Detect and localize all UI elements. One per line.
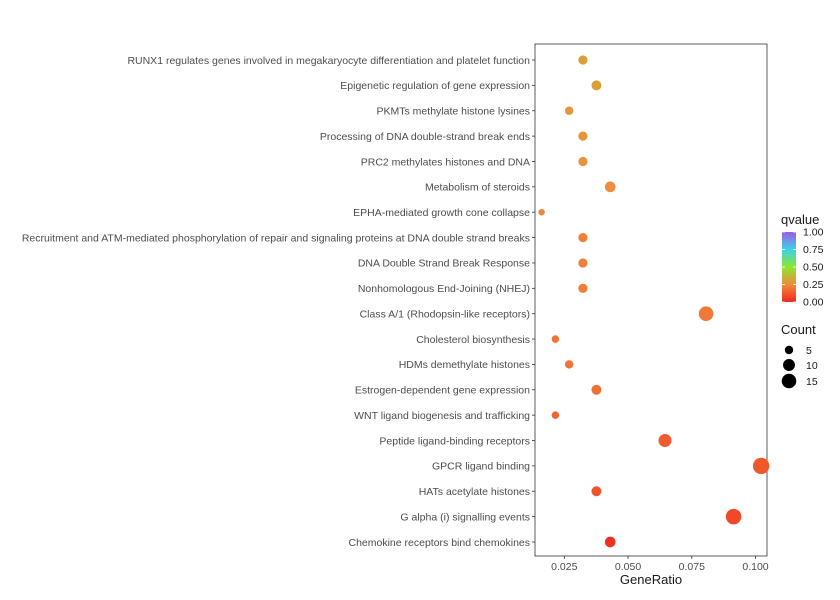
data-point	[578, 258, 588, 268]
qvalue-tick-label: 0.75	[803, 244, 824, 256]
qvalue-colorbar	[782, 232, 796, 302]
y-tick-label: Class A/1 (Rhodopsin-like receptors)	[360, 308, 530, 320]
data-point	[578, 156, 588, 167]
y-tick-label: G alpha (i) signalling events	[400, 511, 530, 523]
data-point	[591, 80, 602, 91]
x-tick-label: 0.025	[551, 561, 577, 573]
data-point	[564, 106, 574, 115]
y-tick-label: GPCR ligand binding	[432, 461, 530, 473]
data-point	[591, 486, 602, 497]
count-legend-label: 15	[806, 376, 818, 388]
data-point	[725, 508, 742, 525]
y-tick-label: DNA Double Strand Break Response	[358, 258, 530, 270]
qvalue-legend-title: qvalue	[781, 212, 819, 227]
count-legend-key	[783, 359, 795, 371]
count-legend-title: Count	[781, 322, 816, 337]
y-tick-label: Recruitment and ATM-mediated phosphoryla…	[22, 232, 530, 244]
data-point	[658, 434, 672, 448]
count-legend-key	[781, 373, 797, 389]
y-tick-label: EPHA-mediated growth cone collapse	[353, 207, 530, 219]
x-axis: 0.025 0.050 0.075 0.100	[551, 556, 769, 573]
y-tick-label: Chemokine receptors bind chemokines	[348, 537, 530, 549]
data-point	[604, 536, 616, 548]
qvalue-legend-ticks: 1.00 0.75 0.50 0.25 0.00	[782, 227, 824, 309]
data-point	[551, 411, 560, 419]
qvalue-tick-label: 1.00	[803, 227, 824, 239]
data-point	[698, 306, 714, 321]
x-axis-title: GeneRatio	[620, 572, 682, 587]
x-tick-label: 0.075	[679, 561, 705, 573]
count-legend-label: 5	[806, 345, 812, 357]
x-tick-label: 0.050	[615, 561, 641, 573]
data-point	[564, 360, 574, 369]
count-legend-label: 10	[806, 360, 818, 372]
y-axis: RUNX1 regulates genes involved in megaka…	[22, 55, 535, 549]
count-legend: Count 5 10 15	[781, 322, 818, 389]
data-points	[538, 55, 770, 548]
y-tick-label: Estrogen-dependent gene expression	[355, 385, 530, 397]
data-point	[752, 457, 770, 475]
y-tick-label: Nonhomologous End-Joining (NHEJ)	[358, 283, 530, 295]
y-tick-label: HDMs demethylate histones	[399, 359, 530, 371]
data-point	[551, 335, 560, 343]
y-tick-label: Peptide ligand-binding receptors	[379, 435, 530, 447]
y-tick-label: Cholesterol biosynthesis	[416, 334, 530, 346]
y-tick-label: HATs acetylate histones	[419, 486, 530, 498]
data-point	[591, 384, 602, 395]
x-tick-label: 0.100	[742, 561, 768, 573]
data-point	[578, 232, 588, 243]
count-legend-items: 5 10 15	[781, 345, 818, 389]
data-point	[538, 208, 545, 216]
y-tick-label: PRC2 methylates histones and DNA	[361, 156, 530, 168]
data-point	[578, 131, 588, 141]
data-point	[604, 181, 616, 193]
data-point	[578, 283, 588, 293]
qvalue-legend: qvalue 1.00 0.75 0.50 0.25 0.00	[781, 212, 824, 309]
data-point	[578, 55, 588, 65]
y-tick-label: Processing of DNA double-strand break en…	[320, 131, 530, 143]
qvalue-tick-label: 0.50	[803, 262, 824, 274]
y-tick-label: Metabolism of steroids	[425, 182, 530, 194]
y-tick-label: RUNX1 regulates genes involved in megaka…	[127, 55, 530, 67]
y-tick-label: PKMTs methylate histone lysines	[377, 106, 530, 118]
y-tick-label: Epigenetic regulation of gene expression	[340, 80, 530, 92]
count-legend-key	[784, 345, 794, 355]
y-tick-label: WNT ligand biogenesis and trafficking	[354, 410, 530, 422]
qvalue-tick-label: 0.00	[803, 297, 824, 309]
plot-panel	[534, 43, 768, 557]
qvalue-tick-label: 0.25	[803, 279, 824, 291]
